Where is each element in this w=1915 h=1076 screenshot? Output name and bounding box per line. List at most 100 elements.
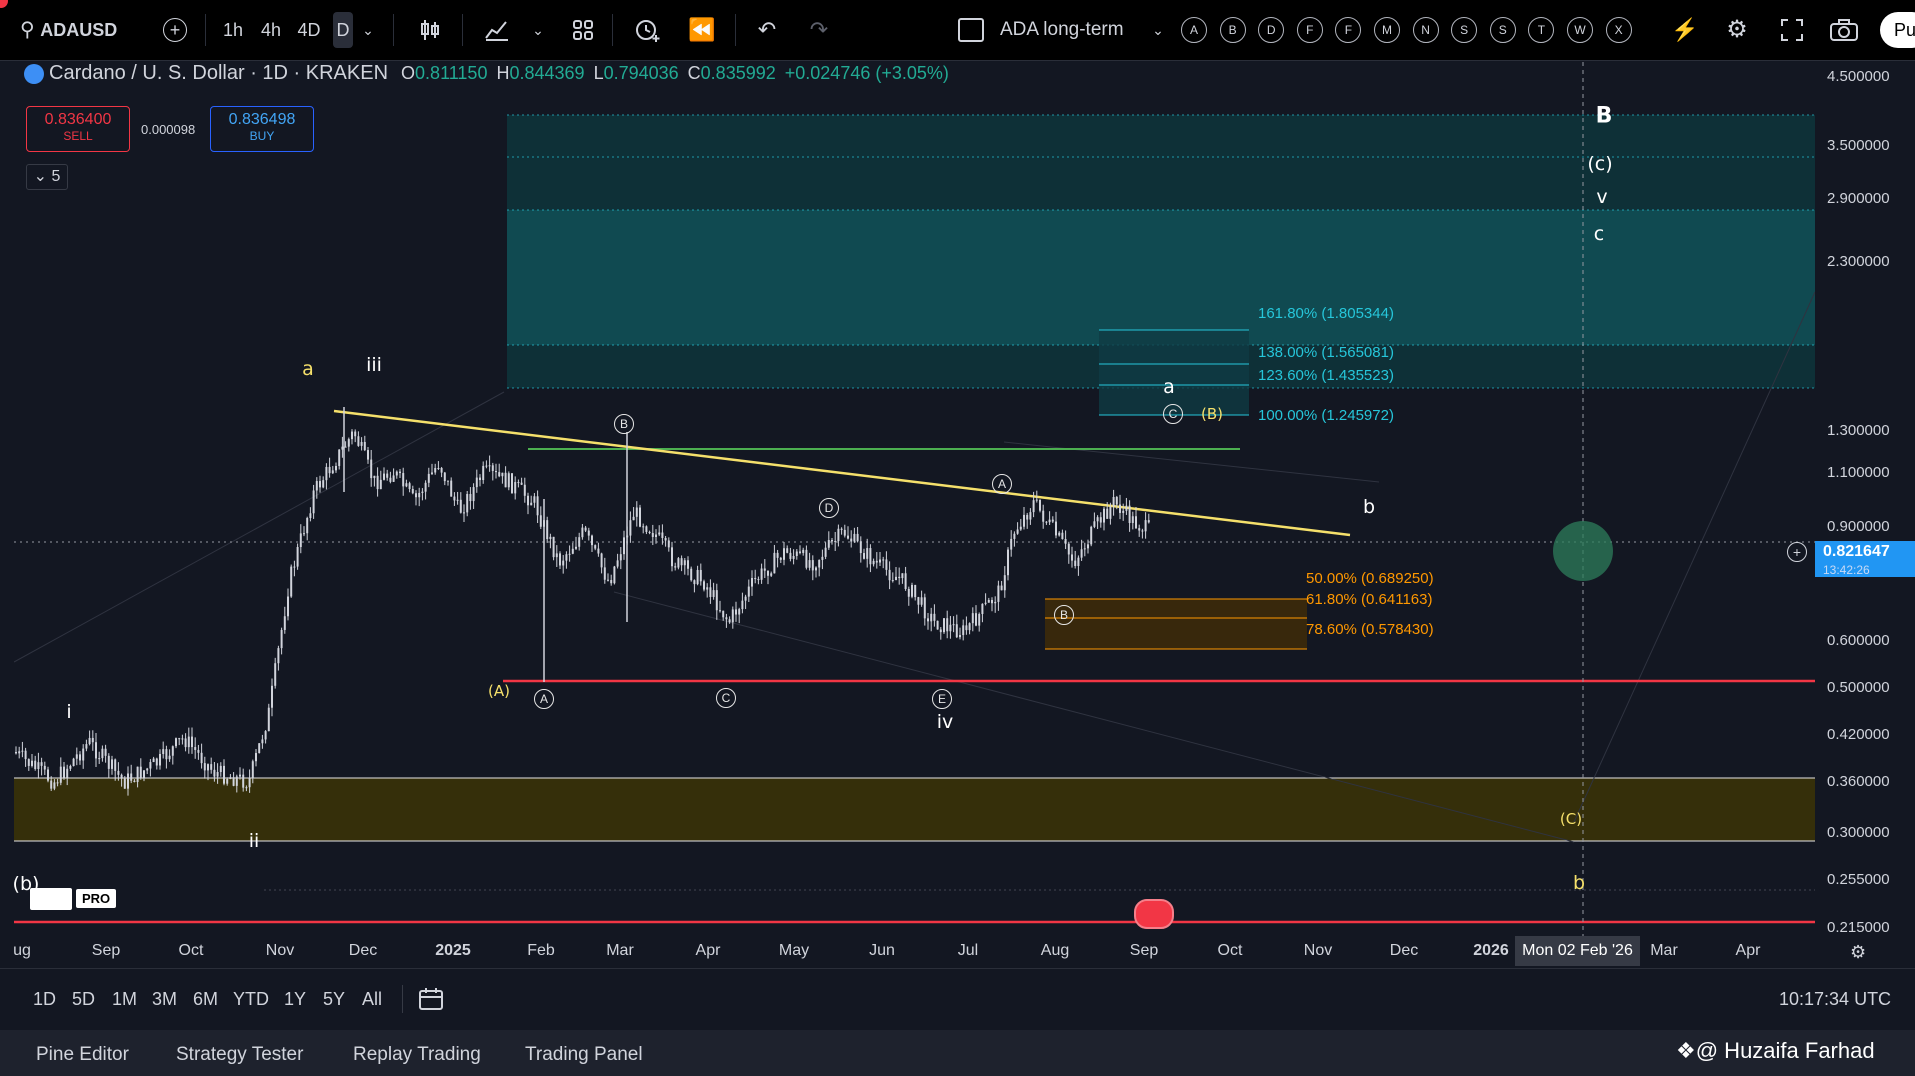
favorite-drawing-button[interactable]: B <box>1219 17 1246 43</box>
tab-trading-panel[interactable]: Trading Panel <box>525 1044 643 1065</box>
favorite-drawing-button[interactable]: W <box>1567 17 1593 43</box>
wave-circle-A-2: A <box>992 474 1012 494</box>
time-axis[interactable]: ug Sep Oct Nov Dec 2025 Feb Mar Apr May Jun Jul Aug S… <box>13 936 1866 966</box>
candle-body <box>501 472 504 477</box>
candle-body <box>1112 496 1115 507</box>
layouts-icon[interactable] <box>568 12 598 48</box>
favorite-drawing-button[interactable]: T <box>1528 17 1555 43</box>
range-button[interactable]: 1Y <box>284 989 307 1009</box>
indicator-collapse-button[interactable]: ⌄ 5 <box>26 164 68 190</box>
timeframe-4h[interactable]: 4h <box>260 20 282 40</box>
candle-body <box>552 536 555 558</box>
settings-gear-icon[interactable]: ⚙ <box>1726 16 1748 43</box>
redo-icon[interactable]: ↷ <box>809 17 829 42</box>
candle-body <box>472 487 475 502</box>
undo-icon[interactable]: ↶ <box>757 17 777 42</box>
candle-body <box>946 618 949 632</box>
candle-body <box>1119 504 1121 513</box>
candle-body <box>875 560 878 563</box>
candle-body <box>299 533 302 548</box>
date-range-bar: 1D 5D 1M 3M 6M YTD 1Y 5Y All 10:17:34 UTC <box>0 968 1915 1031</box>
bottom-panel-bar: Pine Editor Strategy Tester Replay Tradi… <box>0 1030 1915 1076</box>
tab-strategy-tester[interactable]: Strategy Tester <box>176 1044 304 1065</box>
indicators-icon[interactable] <box>480 12 514 48</box>
range-button[interactable]: 1M <box>112 989 138 1009</box>
time-axis-label: Apr <box>1735 942 1761 959</box>
candle-body <box>184 738 187 748</box>
economic-event-flag-icon[interactable] <box>1134 899 1174 929</box>
candle-body <box>443 472 446 482</box>
range-button[interactable]: 5Y <box>323 989 346 1009</box>
candle-body <box>504 472 507 488</box>
favorite-drawing-button[interactable]: N <box>1412 17 1439 43</box>
range-button[interactable]: 6M <box>193 989 219 1009</box>
candle-body <box>325 466 328 481</box>
favorite-drawing-button[interactable]: F <box>1296 17 1323 43</box>
diamond-logo-icon: ❖ <box>1676 1038 1696 1063</box>
current-price: 0.821647 <box>1823 543 1890 560</box>
favorite-drawing-button[interactable]: D <box>1258 17 1285 43</box>
candle-body <box>722 610 725 618</box>
indicators-dropdown-icon[interactable]: ⌄ <box>532 22 544 38</box>
candle-body <box>197 749 200 753</box>
favorite-drawing-button[interactable]: F <box>1335 17 1362 43</box>
buy-button[interactable]: 0.836498 BUY <box>210 106 314 152</box>
candle-body <box>1029 512 1032 520</box>
candle-body <box>802 549 805 553</box>
candle-body <box>264 731 267 740</box>
candle-body <box>1074 560 1077 567</box>
candle-body <box>1035 499 1038 501</box>
favorite-drawing-button[interactable]: M <box>1374 17 1400 43</box>
candle-body <box>354 431 357 437</box>
legend-title[interactable]: Cardano / U. S. Dollar · 1D · KRAKEN <box>49 62 389 84</box>
candle-body <box>149 762 152 769</box>
candle-body <box>696 569 699 585</box>
range-button[interactable]: All <box>362 989 383 1009</box>
lightning-search-icon[interactable]: ⚡ <box>1671 17 1699 42</box>
candle-body <box>808 560 811 568</box>
candle-body <box>453 496 456 501</box>
candles-icon[interactable] <box>413 12 447 48</box>
range-button[interactable]: YTD <box>233 989 269 1009</box>
compare-add-button[interactable]: + <box>160 12 190 48</box>
camera-icon[interactable] <box>1827 12 1861 48</box>
favorite-drawing-button[interactable]: X <box>1605 17 1632 43</box>
wave-circle-B-2: B <box>1054 605 1074 625</box>
publish-button[interactable]: Pu <box>1880 12 1915 48</box>
time-axis-settings-icon[interactable]: ⚙ <box>1850 942 1867 962</box>
favorite-drawing-button[interactable]: S <box>1489 17 1516 43</box>
sell-button[interactable]: 0.836400 SELL <box>26 106 130 152</box>
chart-pane[interactable]: Cardano / U. S. Dollar · 1D · KRAKEN O0.… <box>14 62 1815 959</box>
timeframe-1h[interactable]: 1h <box>222 20 244 40</box>
go-to-date-icon[interactable] <box>418 987 444 1016</box>
tab-pine-editor[interactable]: Pine Editor <box>36 1044 129 1065</box>
range-button[interactable]: 5D <box>72 989 96 1009</box>
wave-label-C-paren: (C) <box>1559 810 1583 828</box>
candle-body <box>843 529 846 536</box>
range-button[interactable]: 3M <box>152 989 178 1009</box>
favorite-drawing-button[interactable]: A <box>1181 17 1207 43</box>
tab-replay-trading[interactable]: Replay Trading <box>353 1044 481 1065</box>
price-axis-label: 0.500000 <box>1827 679 1890 696</box>
clock[interactable]: 10:17:34 UTC <box>1779 989 1892 1009</box>
favorite-drawing-button[interactable]: S <box>1451 17 1478 43</box>
layout-dropdown-icon[interactable]: ⌄ <box>1152 22 1164 38</box>
symbol-search[interactable]: ⚲ ADAUSD <box>20 12 132 48</box>
layout-button[interactable]: ADA long-term <box>958 12 1168 48</box>
replay-icon[interactable]: ⏪ <box>688 17 716 42</box>
candle-body <box>757 579 760 581</box>
candle-body <box>488 465 491 467</box>
candle-body <box>1144 520 1147 532</box>
add-alert-plus-icon[interactable]: + <box>1787 542 1807 562</box>
candle-body <box>795 551 798 556</box>
timeframe-d[interactable]: D <box>333 12 353 48</box>
candle-body <box>994 601 997 604</box>
fullscreen-icon[interactable] <box>1775 12 1809 48</box>
alert-icon[interactable] <box>630 12 664 48</box>
timeframe-4d[interactable]: 4D <box>297 20 321 40</box>
price-axis[interactable]: 4.500000 3.500000 2.900000 2.300000 1.300000… <box>1787 62 1915 959</box>
range-button[interactable]: 1D <box>33 989 57 1009</box>
timeframe-dropdown-icon[interactable]: ⌄ <box>362 22 374 38</box>
candle-body <box>603 567 606 580</box>
fib-ext-123: 123.60% (1.435523) <box>1258 367 1394 384</box>
